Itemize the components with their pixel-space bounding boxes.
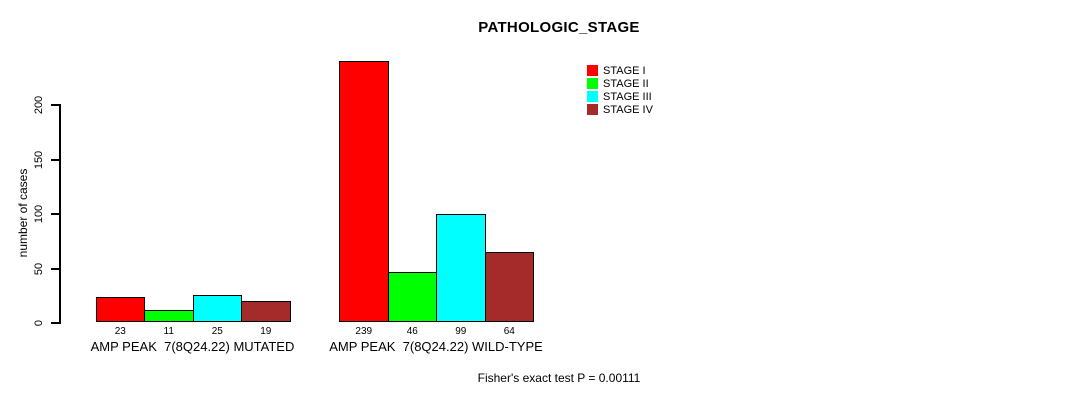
bar-value-label: 64	[503, 326, 515, 337]
y-axis-tick	[51, 104, 59, 106]
bar-stage-ii	[387, 271, 437, 322]
bar-value-label: 23	[114, 326, 126, 337]
y-axis-label: number of cases	[16, 168, 30, 258]
bar-stage-iii	[436, 214, 486, 322]
group-label: AMP PEAK 7(8Q24.22) WILD-TYPE	[329, 339, 543, 354]
y-axis-tick	[51, 322, 59, 324]
y-axis-tick-label: 100	[33, 204, 45, 224]
legend-row: STAGE I	[587, 64, 653, 77]
bar-stage-iii	[192, 294, 242, 322]
bar-value-label: 11	[163, 326, 174, 337]
bar-stage-iv	[484, 252, 534, 322]
bar-stage-i	[95, 296, 145, 322]
legend-row: STAGE IV	[587, 103, 653, 116]
y-axis-tick-label: 50	[33, 262, 45, 275]
legend-swatch-icon	[587, 78, 598, 89]
legend-row: STAGE III	[587, 90, 653, 103]
fisher-test-annotation: Fisher's exact test P = 0.00111	[477, 371, 641, 385]
y-axis-tick	[51, 267, 59, 270]
bar-stage-ii	[144, 310, 194, 322]
y-axis-tick-label: 200	[33, 95, 45, 115]
legend-label: STAGE I	[603, 64, 646, 77]
legend-row: STAGE II	[587, 77, 653, 90]
legend-label: STAGE III	[603, 90, 652, 103]
y-axis-tick	[51, 213, 59, 215]
legend-label: STAGE IV	[603, 103, 653, 116]
y-axis-line	[59, 104, 61, 324]
y-axis-tick-label: 150	[33, 150, 45, 169]
legend-swatch-icon	[587, 104, 598, 115]
y-axis-tick-label: 0	[33, 319, 45, 327]
bar-value-label: 25	[211, 326, 223, 337]
bar-value-label: 46	[406, 326, 418, 337]
legend-label: STAGE II	[603, 77, 649, 90]
legend-swatch-icon	[587, 91, 598, 102]
bar-value-label: 99	[455, 326, 467, 337]
y-axis-tick	[51, 158, 59, 161]
group-label: AMP PEAK 7(8Q24.22) MUTATED	[90, 339, 295, 354]
bar-value-label: 19	[260, 326, 272, 337]
chart-title: PATHOLOGIC_STAGE	[478, 19, 640, 36]
bar-value-label: 239	[355, 326, 373, 337]
legend: STAGE I STAGE II STAGE III STAGE IV	[587, 64, 653, 116]
bar-stage-i	[339, 61, 389, 322]
bar-stage-iv	[241, 301, 291, 322]
legend-swatch-icon	[587, 65, 598, 76]
